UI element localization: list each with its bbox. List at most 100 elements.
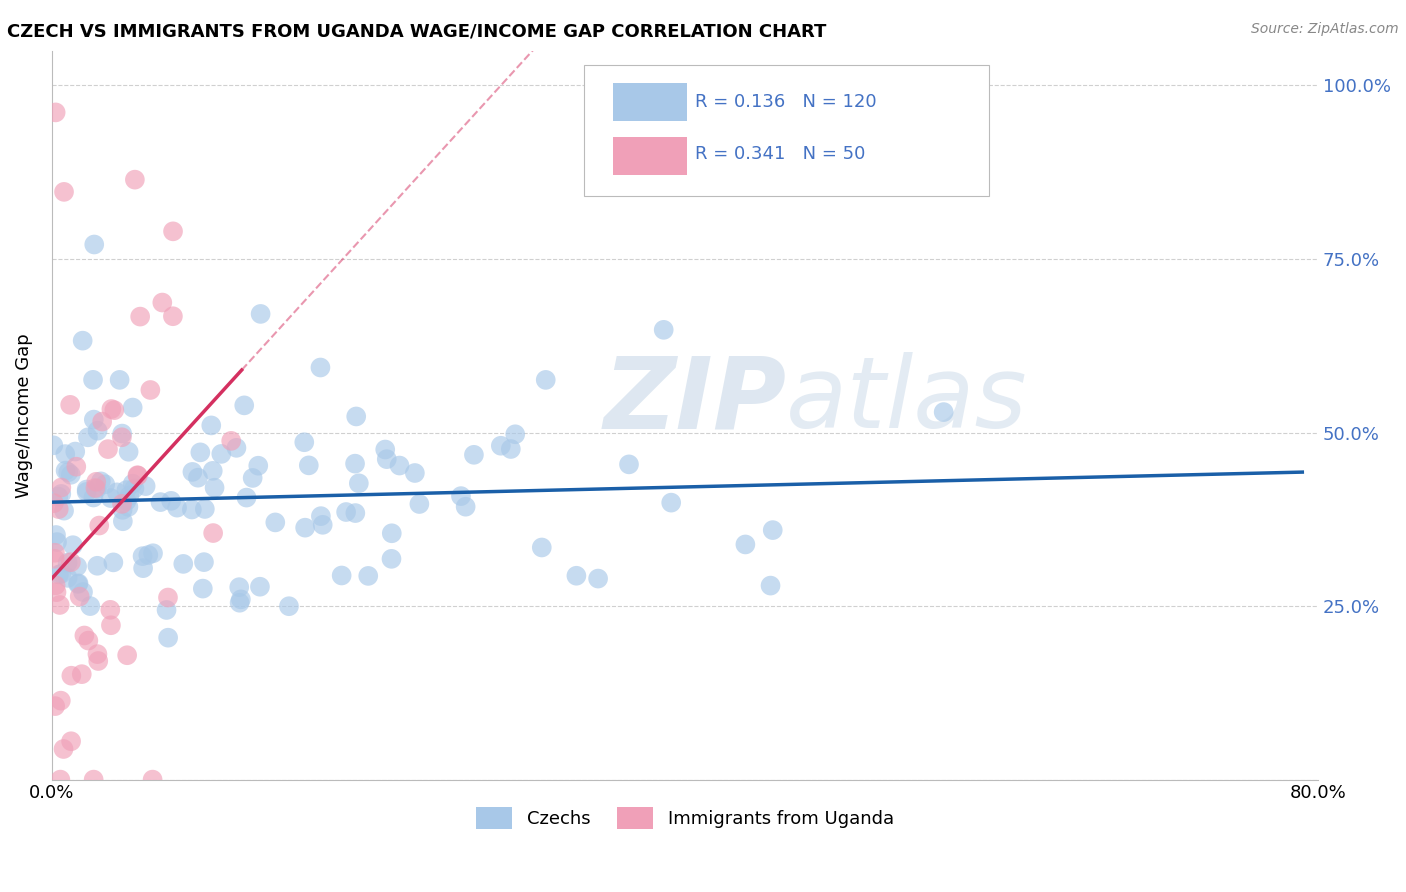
Point <box>759 579 782 593</box>
Point <box>142 772 165 787</box>
Point <box>59 555 82 569</box>
Point <box>72 334 94 348</box>
Text: atlas: atlas <box>786 352 1028 449</box>
Point <box>233 398 256 412</box>
Text: Source: ZipAtlas.com: Source: ZipAtlas.com <box>1251 22 1399 37</box>
Text: R = 0.136   N = 120: R = 0.136 N = 120 <box>695 93 877 111</box>
Point <box>617 458 640 472</box>
Point <box>160 493 183 508</box>
Point <box>121 476 143 491</box>
Point <box>380 552 402 566</box>
Point <box>162 224 184 238</box>
Point <box>209 447 232 461</box>
Point <box>77 430 100 444</box>
Text: CZECH VS IMMIGRANTS FROM UGANDA WAGE/INCOME GAP CORRELATION CHART: CZECH VS IMMIGRANTS FROM UGANDA WAGE/INC… <box>7 22 827 40</box>
Point <box>86 482 108 496</box>
Point <box>135 479 157 493</box>
Point <box>132 561 155 575</box>
Point <box>166 500 188 515</box>
Point <box>59 467 82 482</box>
Point <box>309 360 332 375</box>
Point <box>51 481 73 495</box>
Point <box>530 541 553 555</box>
Point <box>131 549 153 563</box>
Point <box>72 585 94 599</box>
Point <box>76 483 98 497</box>
Point <box>70 667 93 681</box>
Text: R = 0.341   N = 50: R = 0.341 N = 50 <box>695 145 866 163</box>
Point <box>157 631 180 645</box>
Point <box>298 458 321 473</box>
Point <box>82 491 104 505</box>
Point <box>188 445 211 459</box>
Point <box>42 438 65 452</box>
Point <box>932 405 955 419</box>
Point <box>97 442 120 456</box>
Point <box>347 476 370 491</box>
Point <box>84 475 107 489</box>
Point <box>489 439 512 453</box>
Point <box>56 556 79 570</box>
Point <box>44 699 66 714</box>
Point <box>149 495 172 509</box>
Point <box>374 442 396 457</box>
Point <box>52 742 75 756</box>
Point <box>204 481 226 495</box>
Point <box>225 441 247 455</box>
Point <box>98 603 121 617</box>
Point <box>201 464 224 478</box>
Point <box>111 514 134 528</box>
Point <box>734 537 756 551</box>
Point <box>450 489 472 503</box>
Point <box>121 401 143 415</box>
Point <box>264 516 287 530</box>
Point <box>503 427 526 442</box>
Point <box>652 323 675 337</box>
Point <box>66 559 89 574</box>
Point <box>46 490 69 504</box>
Point <box>357 569 380 583</box>
Point <box>142 546 165 560</box>
Point <box>586 572 609 586</box>
Point <box>117 500 139 514</box>
Point <box>69 590 91 604</box>
Point <box>59 398 82 412</box>
Point <box>100 491 122 505</box>
Text: ZIP: ZIP <box>603 352 786 449</box>
Point <box>219 434 242 448</box>
Point <box>53 503 76 517</box>
Point <box>42 496 65 510</box>
Point <box>111 430 134 444</box>
Point <box>94 477 117 491</box>
Point <box>62 538 84 552</box>
Point <box>115 494 138 508</box>
Point <box>344 457 367 471</box>
Point <box>45 578 67 592</box>
Point <box>309 509 332 524</box>
Point <box>103 555 125 569</box>
FancyBboxPatch shape <box>613 136 688 175</box>
Point <box>136 548 159 562</box>
Point <box>90 475 112 489</box>
Point <box>44 551 66 566</box>
Point <box>294 521 316 535</box>
Point <box>187 471 209 485</box>
Point <box>86 558 108 573</box>
Point <box>45 105 67 120</box>
Point <box>87 654 110 668</box>
Legend: Czechs, Immigrants from Uganda: Czechs, Immigrants from Uganda <box>468 800 901 836</box>
Point <box>235 491 257 505</box>
Point <box>48 598 70 612</box>
Point <box>48 567 70 582</box>
Point <box>117 444 139 458</box>
Point <box>65 444 87 458</box>
Point <box>103 403 125 417</box>
Point <box>111 503 134 517</box>
Point <box>193 555 215 569</box>
Point <box>86 424 108 438</box>
Point <box>55 464 77 478</box>
Point <box>249 580 271 594</box>
Point <box>191 582 214 596</box>
Point <box>330 568 353 582</box>
Point <box>45 585 67 599</box>
